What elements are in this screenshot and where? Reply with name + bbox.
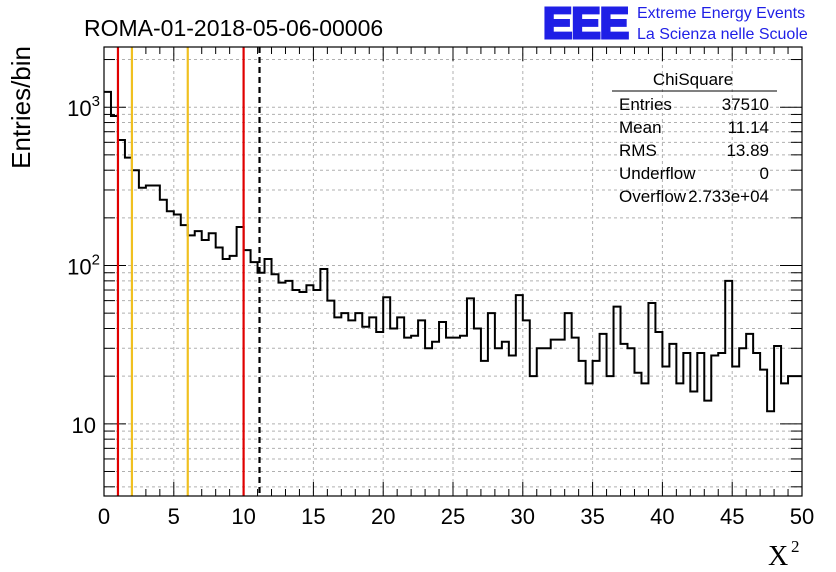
chart-title: ROMA-01-2018-05-06-00006	[84, 15, 383, 41]
x-tick-label: 10	[231, 504, 255, 529]
stats-label: RMS	[619, 141, 657, 160]
stats-value: 0	[760, 164, 769, 183]
x-tick-labels: 0 5 10 15 20 25 30 35 40 45 50	[98, 504, 814, 529]
stats-value: 13.89	[726, 141, 769, 160]
eee-logo-mark: EEE	[543, 0, 628, 48]
x-axis-label-main: X	[768, 541, 788, 572]
plot-frame	[103, 46, 803, 497]
x-tick-label: 40	[650, 504, 674, 529]
x-tick-label: 5	[168, 504, 180, 529]
stats-title: ChiSquare	[653, 70, 733, 89]
grid-lines	[104, 47, 802, 496]
x-tick-label: 25	[441, 504, 465, 529]
stats-value: 11.14	[728, 118, 769, 137]
x-tick-label: 30	[511, 504, 535, 529]
x-tick-label: 50	[790, 504, 814, 529]
x-tick-label: 35	[580, 504, 604, 529]
histogram-series	[104, 90, 802, 413]
stats-label: Entries	[619, 95, 672, 114]
x-tick-label: 45	[720, 504, 744, 529]
x-tick-label: 15	[301, 504, 325, 529]
x-tick-label: 0	[98, 504, 110, 529]
eee-logo: EEE Extreme Energy Events La Scienza nel…	[542, 0, 808, 50]
stats-label: Mean	[619, 118, 662, 137]
histogram-line	[104, 90, 802, 413]
x-axis-label: X 2	[768, 537, 800, 572]
stats-value: 37510	[722, 95, 769, 114]
stats-label: Overflow	[619, 187, 687, 206]
y-tick-label: 102	[67, 252, 100, 280]
stats-label: Underflow	[619, 164, 696, 183]
stats-value: 2.733e+04	[688, 187, 769, 206]
reference-lines	[116, 47, 261, 496]
axis-ticks	[103, 47, 803, 496]
y-tick-label: 103	[67, 93, 100, 121]
y-axis-label: Entries/bin	[6, 46, 36, 169]
logo-line-1: Extreme Energy Events	[637, 5, 805, 22]
x-tick-label: 20	[371, 504, 395, 529]
y-tick-labels: 10 102 103	[67, 93, 100, 438]
y-tick-label: 10	[72, 413, 96, 438]
x-axis-label-sup: 2	[791, 537, 800, 556]
logo-line-2: La Scienza nelle Scuole	[637, 26, 808, 43]
stats-box: ChiSquare Entries 37510 Mean 11.14 RMS 13.89 U…	[612, 70, 777, 206]
